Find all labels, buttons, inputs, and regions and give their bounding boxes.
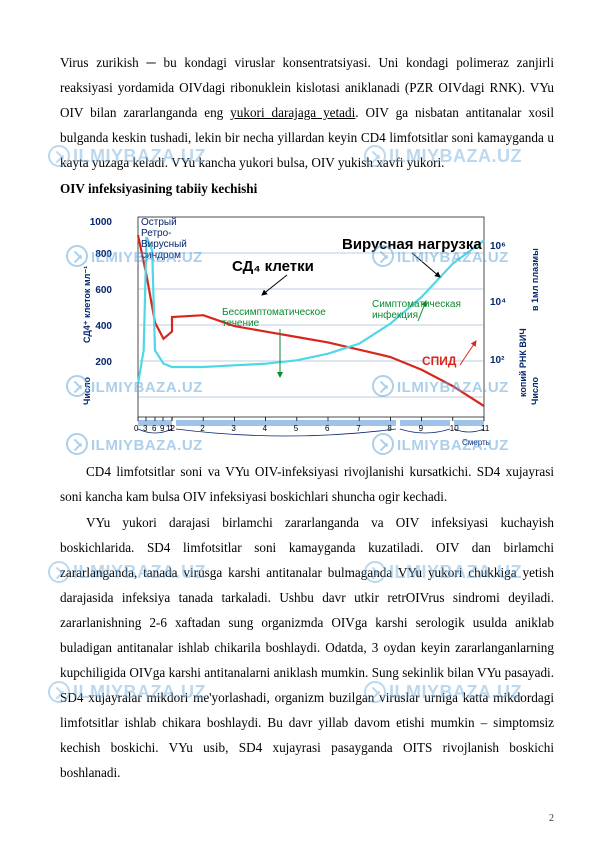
- svg-text:8: 8: [387, 424, 392, 433]
- chart-svg: 036912 1234567891011 200 400 600 800 100…: [72, 205, 542, 449]
- section-heading: OIV infeksiyasining tabiiy kechishi: [60, 181, 554, 197]
- page-root: ILMIYBAZA.UZ ILMIYBAZA.UZ ILMIYBAZA.UZ I…: [0, 0, 596, 842]
- svg-text:10: 10: [450, 424, 459, 433]
- svg-text:Симптоматическая: Симптоматическая: [372, 299, 461, 310]
- svg-text:4: 4: [263, 424, 268, 433]
- svg-text:Вирусный: Вирусный: [141, 239, 187, 250]
- svg-text:Ретро-: Ретро-: [141, 228, 172, 239]
- body-paragraph-3: VYu yukori darajasi birlamchi zararlanga…: [60, 510, 554, 786]
- svg-text:синдром: синдром: [141, 250, 181, 261]
- svg-text:1000: 1000: [90, 217, 113, 228]
- svg-text:11: 11: [481, 424, 490, 433]
- page-number: 2: [549, 813, 554, 824]
- svg-text:10⁴: 10⁴: [490, 297, 506, 308]
- svg-text:в 1мл плазмы: в 1мл плазмы: [530, 248, 540, 311]
- svg-text:СД₄ клетки: СД₄ клетки: [232, 258, 314, 275]
- svg-text:1: 1: [169, 424, 174, 433]
- svg-text:Число: Число: [82, 377, 92, 405]
- svg-text:800: 800: [95, 249, 112, 260]
- svg-text:7: 7: [356, 424, 361, 433]
- svg-text:СД4⁺ клеток мл⁻¹: СД4⁺ клеток мл⁻¹: [82, 266, 92, 343]
- svg-text:0: 0: [134, 424, 139, 433]
- svg-text:Смерть: Смерть: [462, 438, 490, 447]
- svg-text:СПИД: СПИД: [422, 354, 457, 368]
- svg-text:инфекция: инфекция: [372, 309, 418, 321]
- svg-text:9: 9: [419, 424, 424, 433]
- svg-text:течение: течение: [222, 318, 260, 329]
- svg-text:3: 3: [231, 424, 236, 433]
- svg-text:6: 6: [152, 424, 157, 433]
- underlined-text: yukori darajaga yetadi: [230, 105, 355, 120]
- svg-text:10²: 10²: [490, 355, 505, 366]
- svg-text:6: 6: [325, 424, 330, 433]
- body-paragraph-2: CD4 limfotsitlar soni va VYu OIV-infeksi…: [60, 459, 554, 509]
- svg-text:Бессимптоматическое: Бессимптоматическое: [222, 307, 326, 318]
- svg-text:600: 600: [95, 285, 112, 296]
- svg-text:Острый: Острый: [141, 217, 177, 228]
- svg-text:Вирусная нагрузка: Вирусная нагрузка: [342, 236, 482, 253]
- svg-text:400: 400: [95, 321, 112, 332]
- svg-text:200: 200: [95, 357, 112, 368]
- body-paragraph-1: Virus zurikish ─ bu kondagi viruslar kon…: [60, 50, 554, 175]
- svg-text:10⁶: 10⁶: [490, 241, 506, 252]
- svg-text:Число: Число: [530, 377, 540, 405]
- chart-container: ILMIYBAZA.UZ ILMIYBAZA.UZ ILMIYBAZA.UZ I…: [72, 205, 542, 449]
- svg-text:5: 5: [294, 424, 299, 433]
- svg-text:копий РНК ВИЧ: копий РНК ВИЧ: [518, 329, 528, 398]
